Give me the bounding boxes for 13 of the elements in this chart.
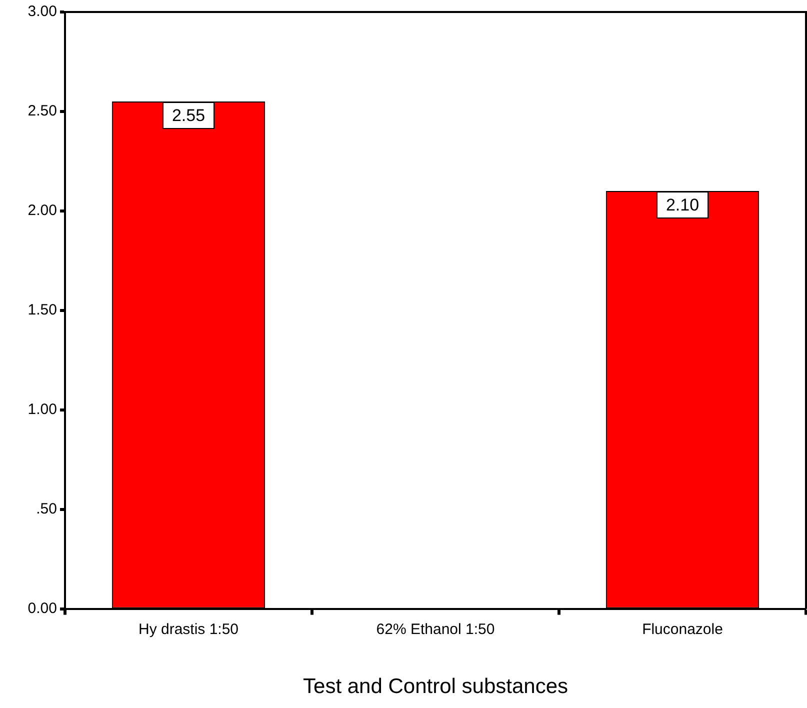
x-tick-label: Fluconazole xyxy=(642,620,723,638)
y-tick-label: 1.00 xyxy=(28,401,57,418)
data-label: 2.55 xyxy=(172,106,206,126)
y-tick-label: 0.00 xyxy=(28,600,57,617)
x-tick-label: Hy drastis 1:50 xyxy=(138,620,239,638)
y-tick-label: 2.00 xyxy=(28,202,57,220)
y-tick-label: .50 xyxy=(36,500,57,518)
data-label: 2.10 xyxy=(666,196,700,215)
x-axis-title: Test and Control substances xyxy=(303,675,568,698)
x-tick-label: 62% Ethanol 1:50 xyxy=(376,620,495,638)
y-tick-label: 2.50 xyxy=(28,102,57,120)
y-tick-label: 3.00 xyxy=(28,3,57,20)
y-tick-label: 1.50 xyxy=(28,302,57,319)
